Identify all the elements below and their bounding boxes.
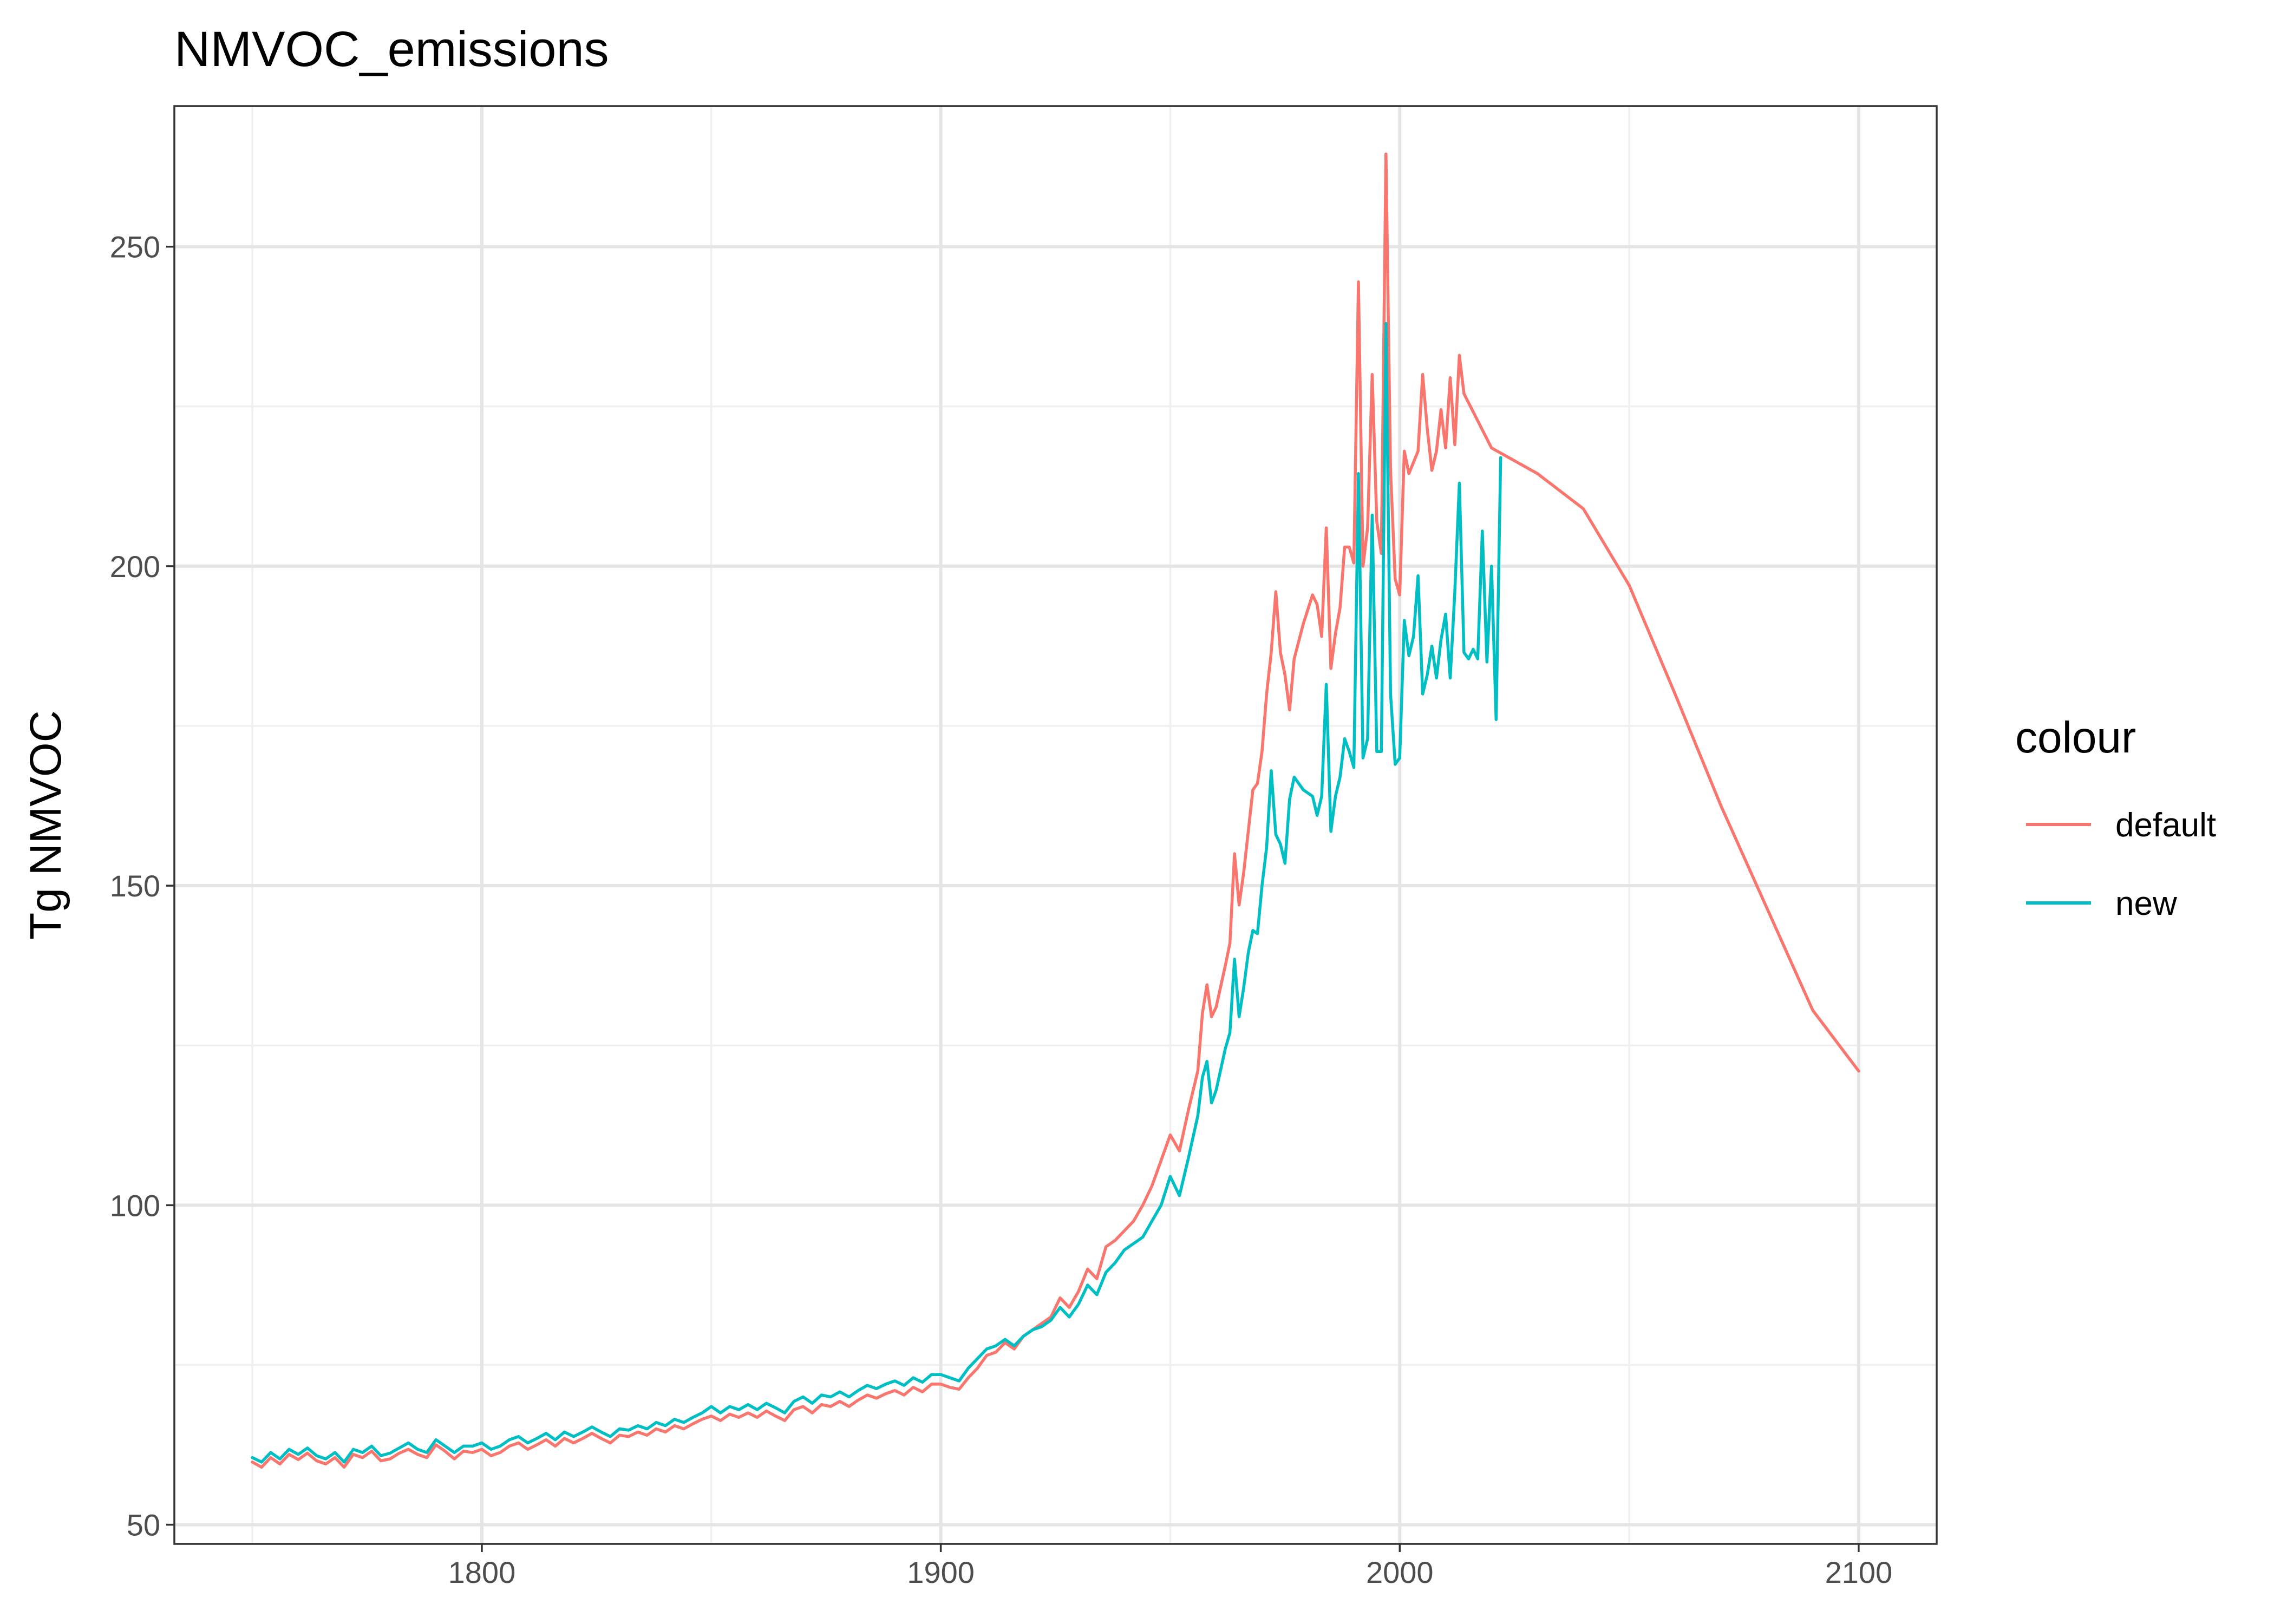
grid: [174, 106, 1937, 1544]
x-tick-label: 1800: [448, 1555, 516, 1589]
legend-title: colour: [2015, 713, 2136, 762]
plot-series: [251, 152, 1860, 1469]
y-tick-label: 100: [110, 1188, 160, 1222]
y-tick-label: 200: [110, 549, 160, 584]
legend-label-default: default: [2115, 807, 2216, 844]
plot-panel-border: [173, 105, 1938, 1545]
legend-label-new: new: [2115, 885, 2177, 922]
y-tick-label: 250: [110, 230, 160, 264]
series-line-new: [251, 322, 1502, 1464]
series-line-default: [251, 152, 1860, 1469]
y-tick-label: 150: [110, 869, 160, 903]
chart-title: NMVOC_emissions: [174, 22, 609, 77]
x-tick-label: 1900: [907, 1555, 975, 1589]
legend: colour default new: [2015, 713, 2216, 922]
x-tick-label: 2100: [1825, 1555, 1893, 1589]
y-axis-title: Tg NMVOC: [21, 710, 70, 940]
x-axis: 1800 1900 2000 2100: [448, 1544, 1893, 1589]
y-axis: 50 100 150 200 250: [110, 230, 174, 1542]
y-tick-label: 50: [127, 1508, 160, 1542]
x-tick-label: 2000: [1366, 1555, 1434, 1589]
